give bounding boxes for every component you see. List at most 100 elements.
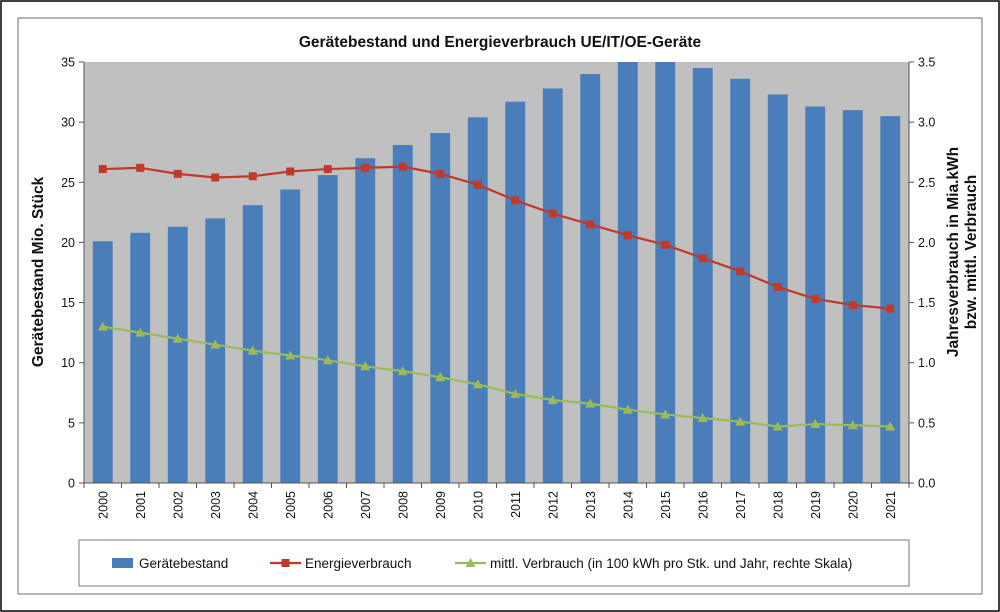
x-tick-label: 2000 [96,491,110,519]
x-tick-label: 2013 [584,491,598,519]
energieverbrauch-point-2011 [511,196,520,205]
x-tick-label: 2010 [471,491,485,519]
bar-2019 [805,106,826,483]
bar-2009 [430,132,451,483]
x-tick-label: 2020 [846,491,860,519]
legend-label: Energieverbrauch [305,556,412,571]
bar-2001 [130,232,151,483]
mittl-verbrauch-point-2011 [510,388,521,398]
energieverbrauch-point-2010 [473,180,482,189]
bar-2016 [692,68,713,483]
y-tick-label: 5 [68,416,75,430]
bar-2007 [355,158,376,484]
x-tick-label: 2006 [321,491,335,519]
bar-2000 [92,241,113,483]
bar-series-geraetebestand [92,62,901,484]
energieverbrauch-point-2016 [698,254,707,263]
mittl-verbrauch-point-2012 [547,395,558,404]
mittl-verbrauch-point-2014 [622,404,633,414]
bar-2012 [542,88,563,484]
y2-tick-label: 2.5 [918,176,935,190]
energieverbrauch-point-2009 [436,169,445,178]
bar-2015 [655,62,676,483]
bar-2020 [842,110,863,484]
energieverbrauch-point-2017 [736,267,745,276]
y2-tick-label: 2.0 [918,236,935,250]
x-tick-label: 2008 [396,491,410,519]
mittl-verbrauch-line [102,325,891,428]
bar-2011 [505,101,526,483]
mittl-verbrauch-point-2010 [472,379,483,389]
mittl-verbrauch-point-2021 [885,421,896,431]
bar-2006 [317,175,338,483]
x-tick-label: 2014 [621,491,635,519]
energieverbrauch-point-2018 [773,282,782,291]
x-tick-label: 2009 [434,491,448,519]
legend-item-geraetebestand: Gerätebestand [112,556,228,571]
mittl-verbrauch-point-2019 [810,419,821,429]
y-tick-label: 10 [61,356,75,370]
energieverbrauch-point-2005 [286,167,295,176]
energieverbrauch-point-2013 [586,220,595,229]
y-tick-label: 25 [61,176,75,190]
bar-2013 [580,74,601,483]
x-tick-label: 2017 [734,491,748,519]
mittl-verbrauch-point-2018 [772,421,783,431]
y-tick-label: 0 [68,477,75,491]
legend-item-mittl-verbrauch: mittl. Verbrauch (in 100 kWh pro Stk. un… [455,556,852,571]
bar-2010 [467,117,488,483]
mittl-verbrauch-point-2009 [435,372,446,382]
x-axis-ticks: 2000 2001 2002 2003 2004 2005 2006 2007 2008 2009… [83,483,910,519]
x-tick-label: 2012 [546,491,560,519]
x-tick-label: 2004 [246,491,260,519]
y-axis-label: Gerätebestand Mio. Stück [30,176,47,367]
y2-axis-label-line2: bzw. mittl. Verbrauch [963,175,980,329]
energieverbrauch-point-2000 [98,165,107,174]
bar-2017 [730,78,751,483]
energieverbrauch-point-2014 [623,231,632,240]
energieverbrauch-point-2021 [886,304,895,313]
y2-tick-label: 1.0 [918,356,935,370]
legend-item-energieverbrauch: Energieverbrauch [270,556,412,571]
x-tick-label: 2019 [809,491,823,519]
mittl-verbrauch-point-2008 [397,366,408,376]
mittl-verbrauch-point-2001 [135,327,146,337]
bar-2004 [242,205,263,483]
legend-swatch-marker [281,559,290,567]
energieverbrauch-point-2006 [323,165,332,174]
mittl-verbrauch-point-2000 [97,321,108,331]
mittl-verbrauch-point-2005 [285,350,296,360]
bar-2002 [167,226,188,484]
x-tick-label: 2003 [209,491,223,519]
mittl-verbrauch-point-2003 [210,339,221,349]
chart-title: Gerätebestand und Energieverbrauch UE/IT… [299,34,702,51]
y-tick-label: 15 [61,296,75,310]
bar-2008 [392,145,413,483]
legend-label: Gerätebestand [139,556,228,571]
x-tick-label: 2001 [134,491,148,519]
energieverbrauch-point-2012 [548,209,557,218]
x-tick-label: 2018 [771,491,785,519]
y-tick-label: 35 [61,56,75,70]
mittl-verbrauch-point-2007 [360,361,371,371]
legend-swatch-bar [112,558,133,568]
energieverbrauch-point-2020 [848,300,857,309]
mittl-verbrauch-point-2006 [322,355,333,365]
bar-2014 [617,62,638,483]
left-axis-ticks: 0 5 10 15 20 25 30 35 [61,56,84,491]
mittl-verbrauch-point-2020 [847,420,858,430]
bar-2021 [880,116,901,483]
mittl-verbrauch-point-2004 [247,345,258,355]
mittl-verbrauch-point-2016 [697,413,708,423]
energieverbrauch-point-2019 [811,294,820,303]
x-tick-label: 2011 [509,491,523,518]
energieverbrauch-line [102,165,891,310]
mittl-verbrauch-point-2015 [660,409,671,419]
mittl-verbrauch-point-2017 [735,416,746,426]
mittl-verbrauch-point-2013 [585,398,596,408]
legend-label: mittl. Verbrauch (in 100 kWh pro Stk. un… [490,556,852,571]
y-tick-label: 20 [61,236,75,250]
x-tick-label: 2005 [284,491,298,519]
y2-tick-label: 3.0 [918,116,935,130]
